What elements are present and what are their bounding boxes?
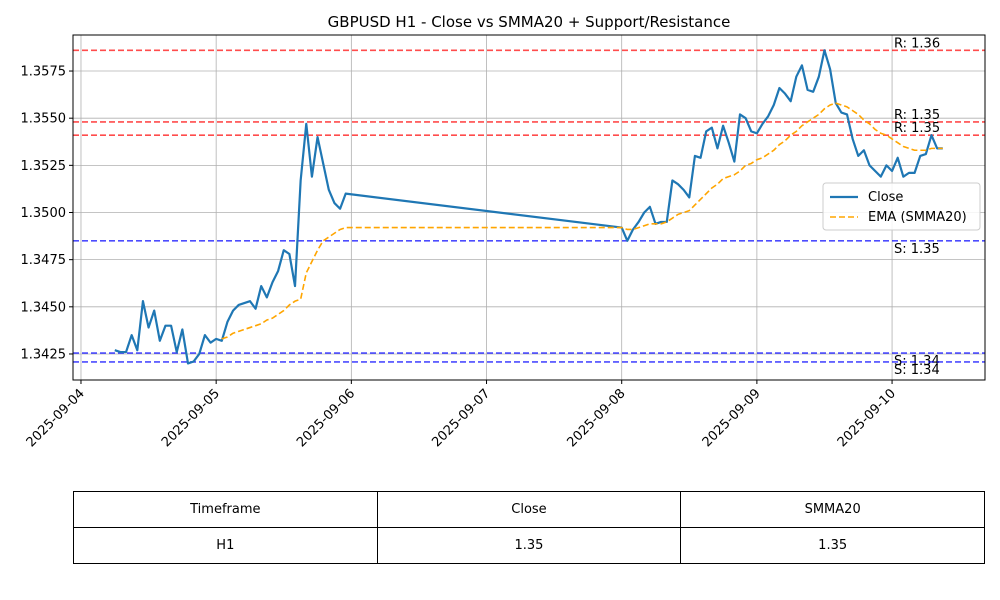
legend-box [822, 182, 981, 231]
plot-frame [72, 34, 986, 381]
level-label: S: 1.34 [894, 363, 940, 378]
x-tick-label: 2025-09-05 [159, 386, 223, 450]
x-tick-label: 2025-09-06 [294, 386, 358, 450]
x-tick-label: 2025-09-08 [564, 386, 628, 450]
level-label: R: 1.35 [894, 121, 940, 136]
y-tick-label: 1.3450 [21, 300, 67, 315]
x-tick-label: 2025-09-07 [429, 386, 493, 450]
lines [114, 49, 943, 365]
levels: R: 1.36 R: 1.35R: 1.35 S: 1.35 S: 1.34S: 1.… [73, 36, 985, 378]
legend: Close EMA (SMMA20) [822, 182, 981, 231]
y-tick-label: 1.3500 [21, 206, 67, 221]
cell: 1.35 [680, 527, 985, 564]
series-line [114, 49, 943, 365]
y-tick-label: 1.3575 [21, 65, 67, 80]
legend-label: Close [868, 190, 903, 205]
summary-table: Timeframe Close SMMA20 H1 1.35 1.35 [73, 491, 985, 564]
header-cell: SMMA20 [680, 491, 985, 528]
x-tick-label: 2025-09-09 [700, 386, 764, 450]
table-header: Timeframe Close SMMA20 [73, 491, 985, 528]
y-tick-label: 1.3425 [21, 347, 67, 362]
y-tick-label: 1.3550 [21, 112, 67, 127]
table-row: H1 1.35 1.35 [73, 527, 985, 564]
header-cell: Close [376, 491, 682, 528]
chart-title: GBPUSD H1 - Close vs SMMA20 + Support/Re… [328, 13, 731, 31]
x-tick-label: 2025-09-04 [24, 386, 88, 450]
level-label: R: 1.36 [894, 36, 940, 51]
level-label: S: 1.35 [894, 242, 940, 257]
y-tick-label: 1.3525 [21, 159, 67, 174]
cell: 1.35 [376, 527, 682, 564]
y-tick-label: 1.3475 [21, 253, 67, 268]
legend-label: EMA (SMMA20) [868, 210, 967, 225]
level-label: S: 1.34 [894, 354, 940, 369]
header-cell: Timeframe [73, 491, 378, 528]
series-line [221, 102, 943, 340]
level-label: R: 1.35 [894, 108, 940, 123]
cell: H1 [73, 527, 378, 564]
x-tick-label: 2025-09-10 [835, 386, 899, 450]
